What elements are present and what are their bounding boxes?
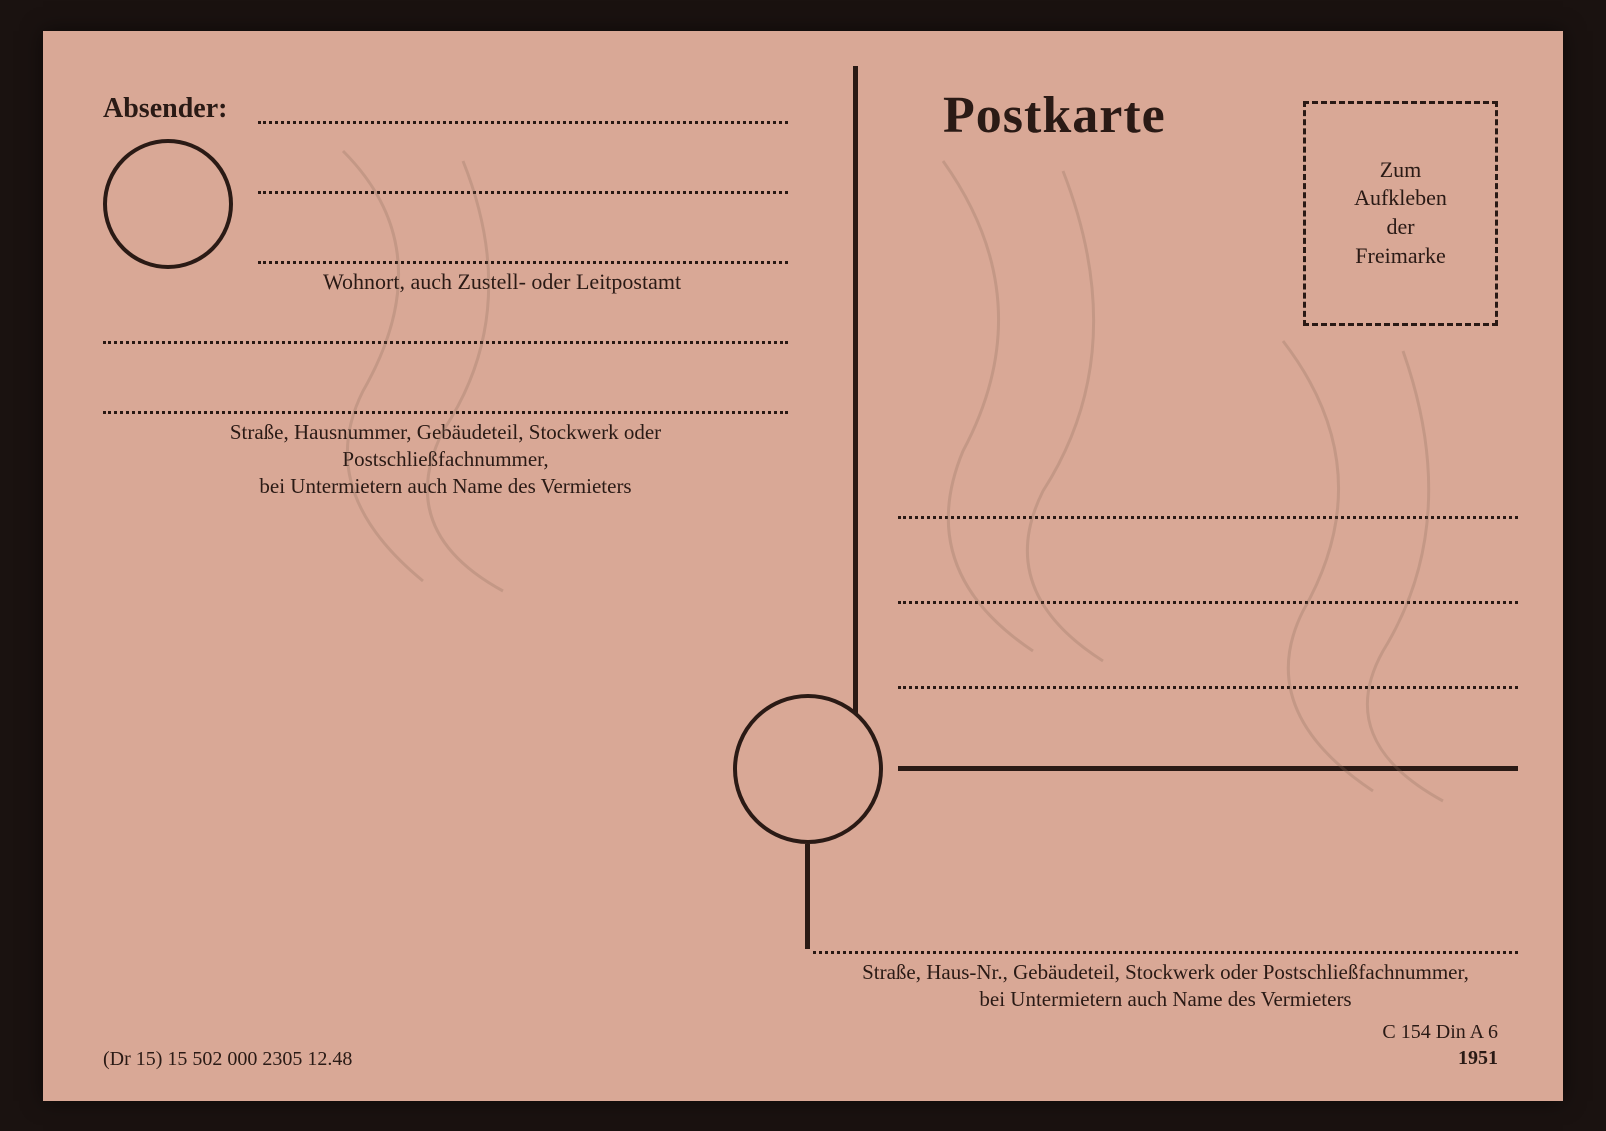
postmark-circle-sender — [103, 139, 233, 269]
postcard-title: Postkarte — [943, 86, 1166, 145]
sender-field-line — [258, 261, 788, 264]
stamp-text: Aufkleben — [1354, 184, 1447, 213]
recipient-caption-address: Straße, Haus-Nr., Gebäudeteil, Stockwerk… — [813, 959, 1518, 1014]
caption-text: bei Untermietern auch Name des Vermieter… — [979, 987, 1351, 1011]
sender-field-line — [103, 411, 788, 414]
recipient-city-line-bold — [898, 766, 1518, 771]
sender-field-line — [258, 191, 788, 194]
print-code-right: C 154 Din A 6 1951 — [1382, 1019, 1498, 1071]
recipient-field-line — [898, 601, 1518, 604]
sender-caption-address: Straße, Hausnummer, Gebäudeteil, Stockwe… — [103, 419, 788, 501]
pencil-scribble — [893, 151, 1153, 671]
sender-caption-residence: Wohnort, auch Zustell- oder Leitpostamt — [323, 269, 681, 295]
print-code-text: C 154 Din A 6 — [1382, 1021, 1498, 1043]
sender-label: Absender: — [103, 93, 227, 125]
stamp-text: Zum — [1380, 156, 1422, 185]
pencil-scribble — [1223, 331, 1483, 811]
caption-text: Straße, Haus-Nr., Gebäudeteil, Stockwerk… — [862, 960, 1469, 984]
recipient-field-line — [898, 516, 1518, 519]
sender-field-line — [258, 121, 788, 124]
print-code-year: 1951 — [1458, 1047, 1498, 1069]
stamp-text: Freimarke — [1355, 242, 1445, 271]
recipient-field-line — [813, 951, 1518, 954]
recipient-field-line — [898, 686, 1518, 689]
print-code-left: (Dr 15) 15 502 000 2305 12.48 — [103, 1048, 352, 1071]
caption-text: bei Untermietern auch Name des Vermieter… — [259, 474, 631, 498]
stamp-text: der — [1386, 213, 1414, 242]
stamp-placeholder-box: Zum Aufkleben der Freimarke — [1303, 101, 1498, 326]
caption-text: Postschließfachnummer, — [342, 447, 548, 471]
vertical-divider — [853, 66, 858, 766]
pencil-scribble — [303, 131, 553, 611]
sender-field-line — [103, 341, 788, 344]
postcard: Absender: Wohnort, auch Zustell- oder Le… — [43, 31, 1563, 1101]
postmark-circle-recipient — [733, 694, 883, 844]
caption-text: Straße, Hausnummer, Gebäudeteil, Stockwe… — [230, 420, 661, 444]
vertical-divider-stub — [805, 844, 810, 949]
